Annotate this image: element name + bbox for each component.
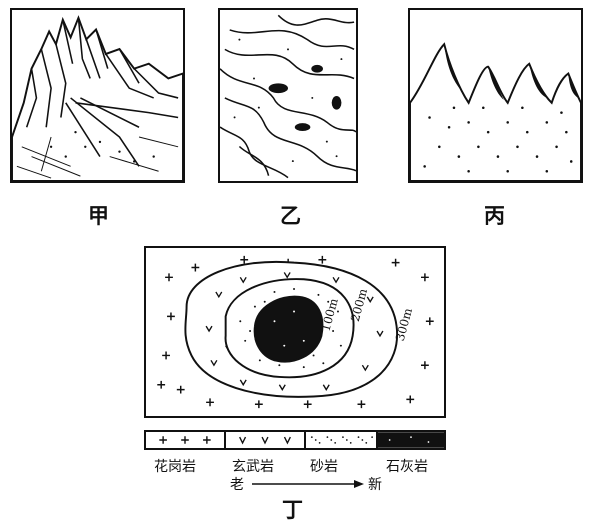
ding-contour-map: 100m 200m 300m — [157, 255, 434, 409]
age-arrow-icon — [252, 480, 364, 488]
bing-peaks-sketch — [410, 42, 581, 181]
granite-crosses — [157, 255, 434, 409]
granite-swatch-pattern — [159, 436, 211, 444]
jia-mountain-sketch — [12, 15, 183, 181]
panel-yi-illustration — [218, 8, 358, 183]
legend-label-basalt: 玄武岩 — [232, 459, 274, 475]
age-label-new: 新 — [368, 477, 382, 493]
legend-label-granite: 花岗岩 — [154, 459, 196, 475]
caption-ding: 丁 — [282, 497, 303, 522]
legend-swatch-sandstone — [306, 430, 378, 450]
panel-ding-geologic-map: 100m 200m 300m — [144, 246, 446, 418]
caption-yi: 乙 — [280, 203, 301, 228]
legend-swatch-granite — [144, 430, 226, 450]
panel-jia-illustration — [10, 8, 185, 183]
age-label-old: 老 — [230, 477, 244, 493]
limestone-swatch-pattern — [378, 432, 444, 448]
caption-jia: 甲 — [88, 203, 109, 228]
sandstone-swatch-pattern — [310, 436, 373, 444]
legend-swatch-basalt — [226, 430, 306, 450]
legend-label-sandstone: 砂岩 — [310, 459, 338, 475]
basalt-marks — [205, 272, 384, 391]
yi-lava-flow-sketch — [220, 14, 356, 179]
caption-bing: 丙 — [484, 203, 505, 228]
legend-label-limestone: 石灰岩 — [386, 459, 428, 475]
basalt-swatch-pattern — [239, 436, 291, 445]
contour-label-300m: 300m — [393, 307, 415, 343]
contour-100m — [253, 295, 324, 363]
legend-swatch-limestone — [378, 430, 446, 450]
panel-bing-illustration — [408, 8, 583, 183]
limestone-speckle — [273, 310, 305, 347]
sandstone-dots — [239, 288, 342, 369]
